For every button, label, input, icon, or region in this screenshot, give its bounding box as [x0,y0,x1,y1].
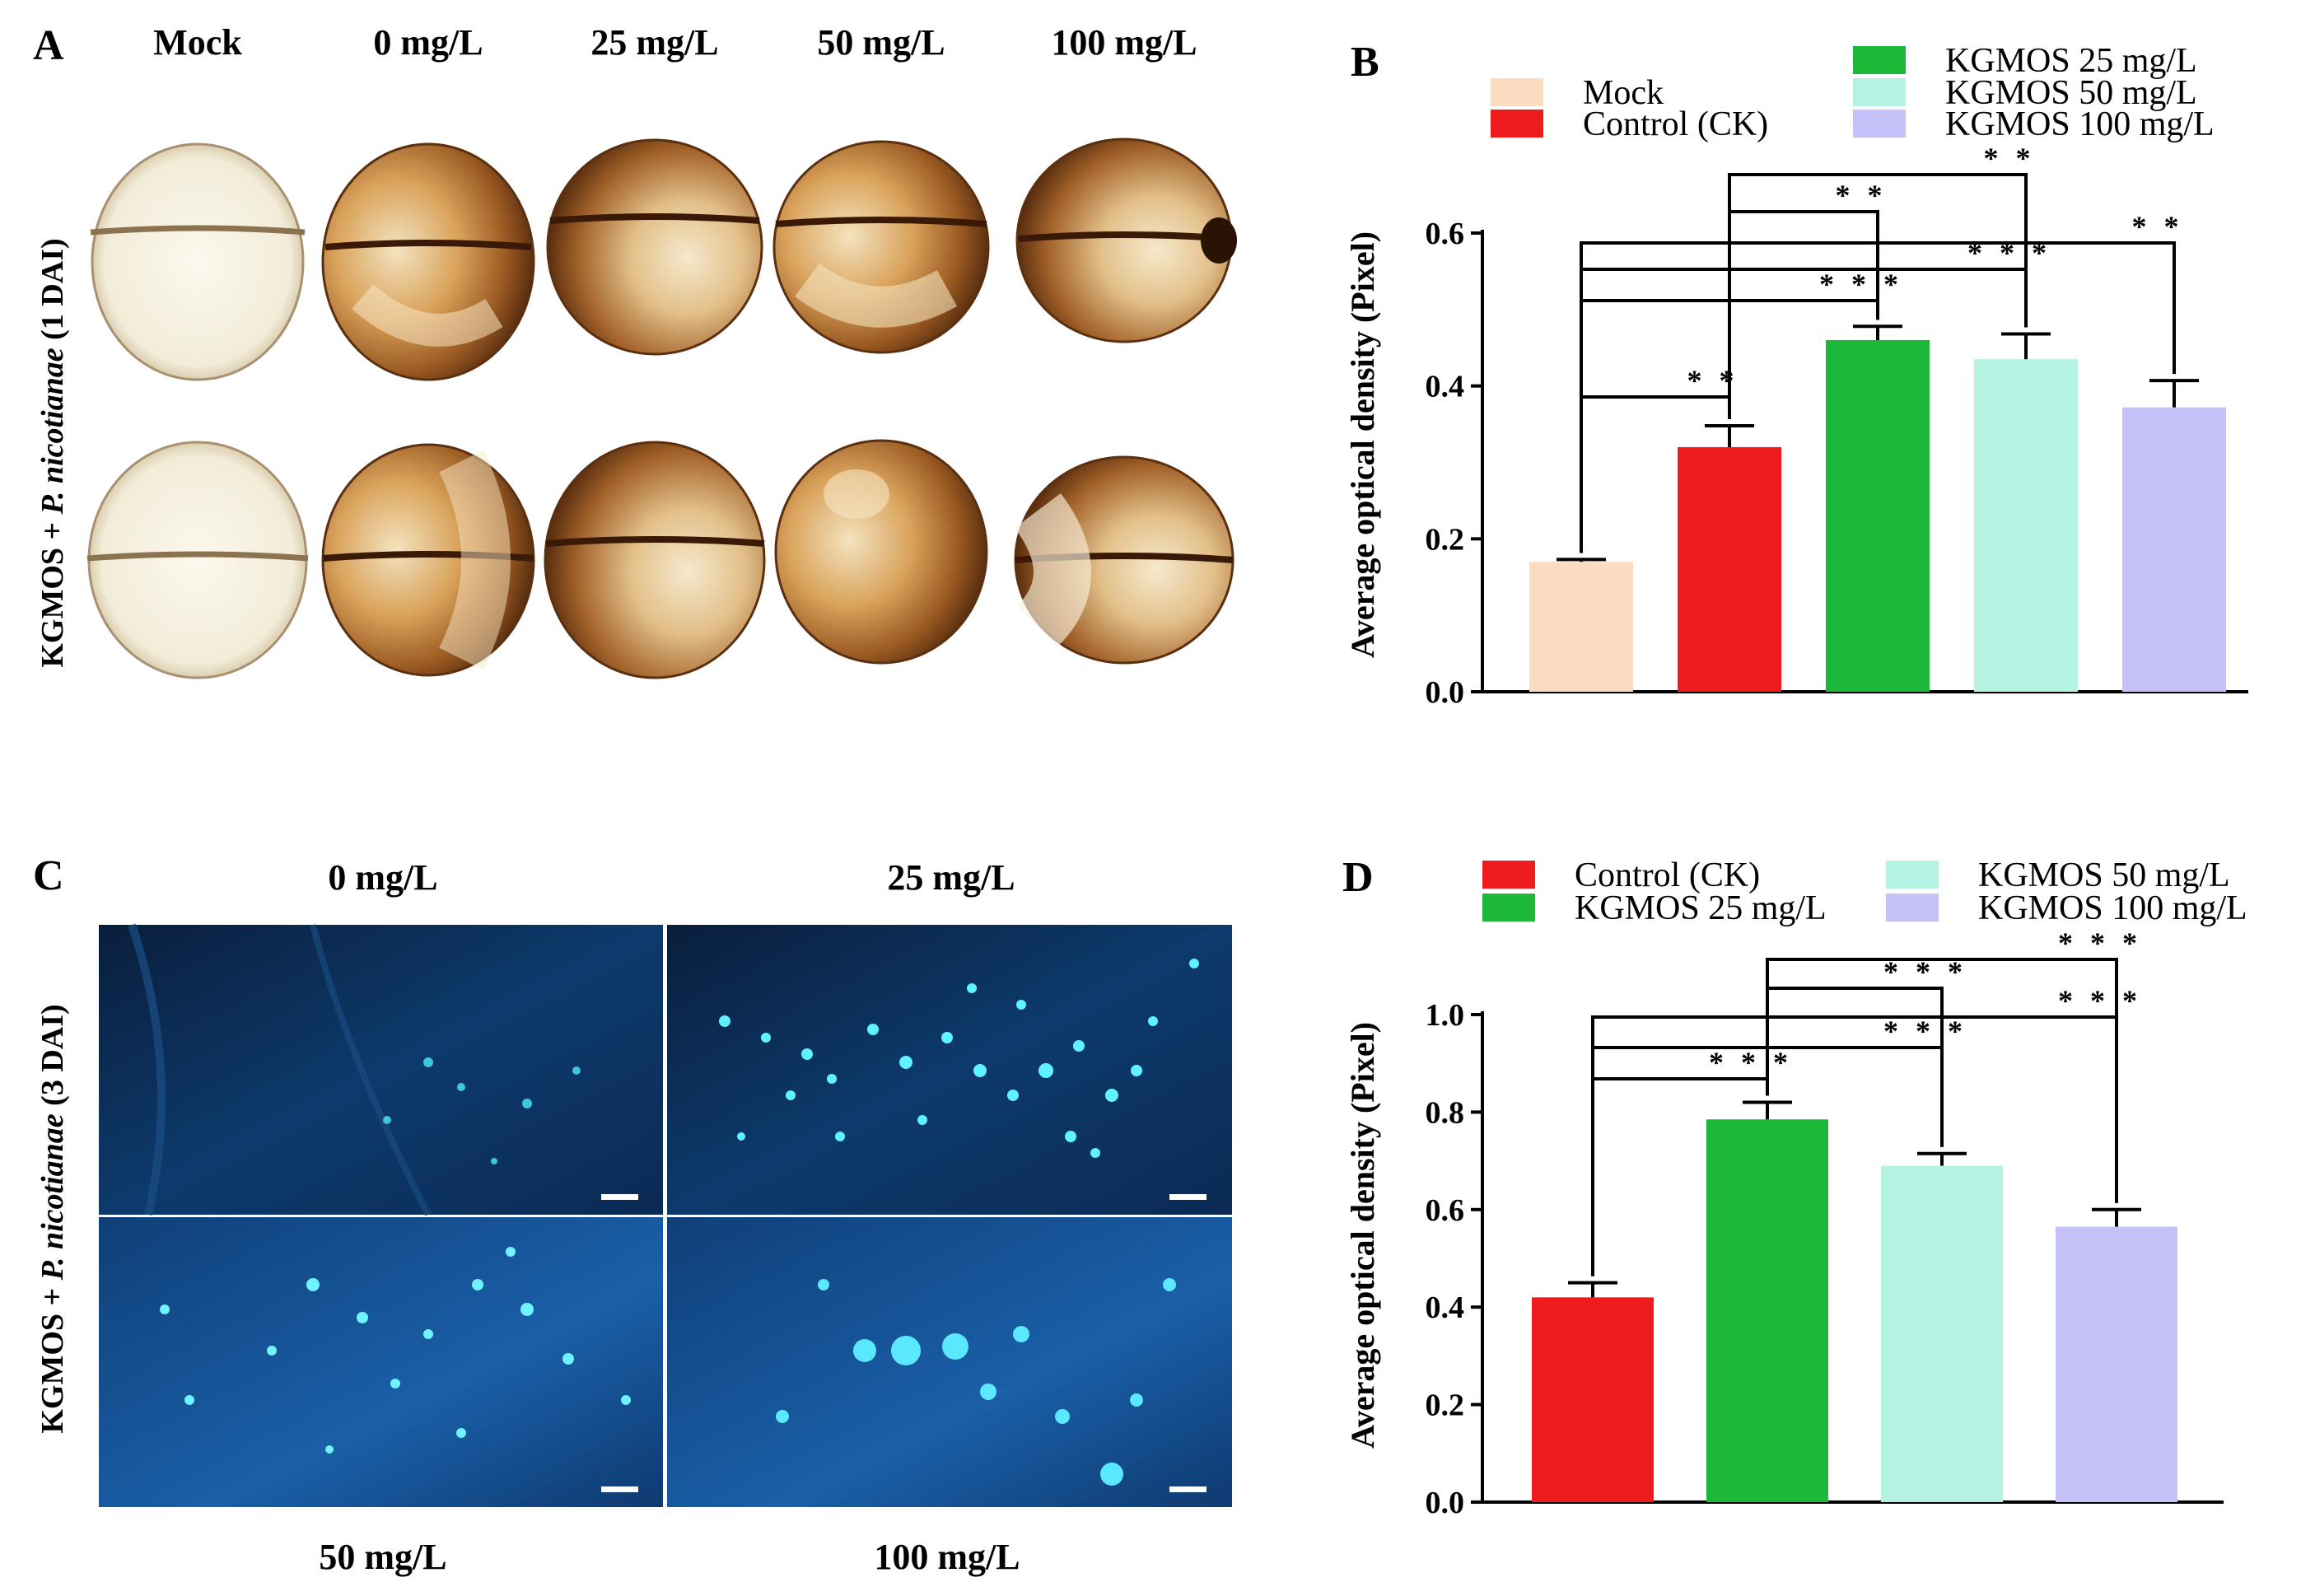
y-tick-label: 0.4 [1426,1290,1465,1325]
panel-a-row-label: KGMOS + P. nicotianae (1 DAI) [35,238,70,667]
panel-a-column-label: 50 mg/L [817,22,945,63]
legend-label: KGMOS 100 mg/L [1945,105,2215,143]
legend-label: KGMOS 100 mg/L [1978,889,2247,927]
leaf-disc [90,142,306,381]
legend-swatch [1886,861,1939,889]
bar [1678,446,1781,692]
leaf-disc [1015,138,1237,343]
significance-bracket [1580,268,2028,553]
panel-c: C 0 mg/L 25 mg/L 50 mg/L 100 mg/L KGMOS … [33,852,1232,1577]
significance-bracket [1766,958,2118,1203]
panel-c-bottom-label: 50 mg/L [319,1537,446,1577]
leaf-disc [772,140,990,354]
bar [1706,1119,1828,1502]
significance-label: * * [1984,142,2036,175]
legend-label: KGMOS 25 mg/L [1575,889,1827,927]
panel-c-row-label: KGMOS + P. nicotianae (3 DAI) [35,1004,70,1433]
significance-label: * * [2132,210,2184,243]
y-tick-label: 0.0 [1426,675,1465,710]
panel-d: D Average optical density (Pixel) Contro… [1342,854,2247,1520]
panel-a-column-label: 0 mg/L [373,22,483,63]
y-tick-label: 1.0 [1426,998,1465,1033]
panel-a-column-label: 25 mg/L [590,22,718,63]
bar [1881,1165,2003,1502]
panel-b: B Average optical density (Pixel) MockCo… [1344,39,2248,710]
legend-label: Mock [1583,74,1664,112]
chart-b-ylabel: Average optical density (Pixel) [1344,231,1381,658]
bar [2122,407,2226,692]
y-tick-label: 0.8 [1426,1095,1465,1130]
y-tick-label: 0.0 [1426,1486,1465,1520]
micrograph [99,923,663,1216]
significance-label: * * * [1819,268,1903,301]
y-tick-label: 0.2 [1426,522,1465,557]
panel-c-top-label: 0 mg/L [328,857,437,898]
significance-label: * * * [2058,926,2142,959]
chart-d-ylabel: Average optical density (Pixel) [1344,1022,1381,1449]
y-tick-label: 0.2 [1426,1388,1465,1423]
chart-d-plot: 0.00.20.40.60.81.0* * ** * ** * ** * ** … [1426,926,2224,1520]
leaf-disc [546,138,763,356]
panel-a-column-label: Mock [153,22,242,63]
micrograph [99,1217,663,1507]
leaf-disc [321,142,535,381]
legend-swatch [1491,78,1543,106]
leaf-disc [86,441,309,679]
panel-b-label: B [1351,39,1379,86]
legend-swatch [1482,861,1535,889]
leaf-disc [1014,455,1235,665]
significance-label: * * * [1883,1015,1967,1048]
panel-c-label: C [33,852,64,899]
bar [2056,1226,2177,1502]
panel-a: A Mock 0 mg/L 25 mg/L 50 mg/L 100 mg/L K… [33,22,1237,679]
leaf-disc [774,439,988,665]
significance-label: * * [1687,364,1739,397]
bar [1529,562,1633,692]
panel-c-bottom-label: 100 mg/L [874,1537,1020,1577]
y-tick-label: 0.6 [1426,217,1465,251]
legend-swatch [1853,46,1906,74]
bar [1532,1297,1654,1502]
panel-a-label: A [33,22,64,69]
panel-c-top-label: 25 mg/L [887,857,1015,898]
micrograph [667,925,1232,1215]
leaf-disc [321,443,535,677]
legend-label: Control (CK) [1575,856,1760,894]
legend-label: KGMOS 50 mg/L [1945,74,2197,112]
panel-a-column-label: 100 mg/L [1051,22,1197,63]
legend-swatch [1482,894,1535,922]
legend-label: Control (CK) [1583,105,1768,143]
legend-label: KGMOS 50 mg/L [1978,856,2230,894]
y-tick-label: 0.6 [1426,1193,1465,1228]
significance-bracket [1591,1015,2118,1276]
significance-label: * * * [2058,984,2142,1017]
chart-d-legend: Control (CK)KGMOS 25 mg/L KGMOS 50 mg/LKG… [1482,856,2247,927]
legend-swatch [1491,110,1543,138]
legend-swatch [1853,110,1906,138]
micrograph [667,1217,1232,1507]
chart-b-plot: 0.00.20.40.6* ** * ** * ** ** ** * [1426,142,2248,710]
leaf-disc [544,441,766,679]
panel-d-label: D [1342,854,1374,901]
bar [1974,359,2078,692]
significance-label: * * [1836,179,1888,212]
significance-bracket [1728,173,2028,419]
legend-swatch [1886,894,1939,922]
bar [1826,339,1930,692]
y-tick-label: 0.4 [1426,370,1465,404]
significance-label: * * * [1709,1046,1793,1079]
legend-label: KGMOS 25 mg/L [1945,42,2197,80]
legend-swatch [1853,78,1906,106]
